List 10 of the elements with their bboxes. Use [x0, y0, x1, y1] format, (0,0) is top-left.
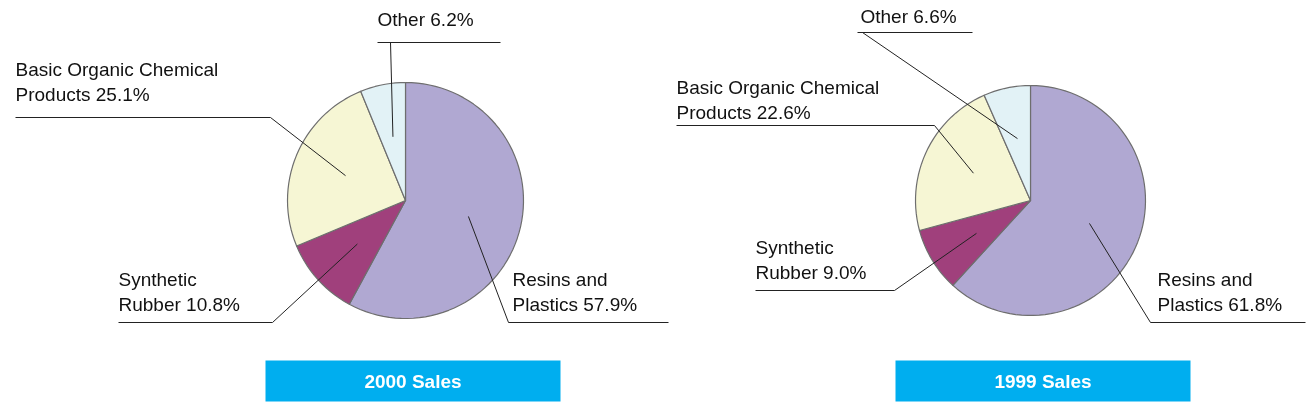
slice-label: Other 6.2% — [377, 8, 474, 30]
slice-label: Other 6.6% — [860, 5, 957, 27]
text: 1999 Sales — [994, 371, 1092, 392]
slice-label: Resins and Plastics 61.8% — [1157, 268, 1283, 315]
slice-label: Synthetic Rubber 10.8% — [118, 268, 241, 315]
text: 2000 Sales — [364, 371, 462, 392]
slice-label: Synthetic Rubber 9.0% — [755, 236, 867, 283]
slice-label: Basic Organic Chemical Products 25.1% — [15, 58, 219, 105]
slice-label: Resins and Plastics 57.9% — [512, 268, 638, 315]
slice-label: Basic Organic Chemical Products 22.6% — [676, 76, 880, 123]
